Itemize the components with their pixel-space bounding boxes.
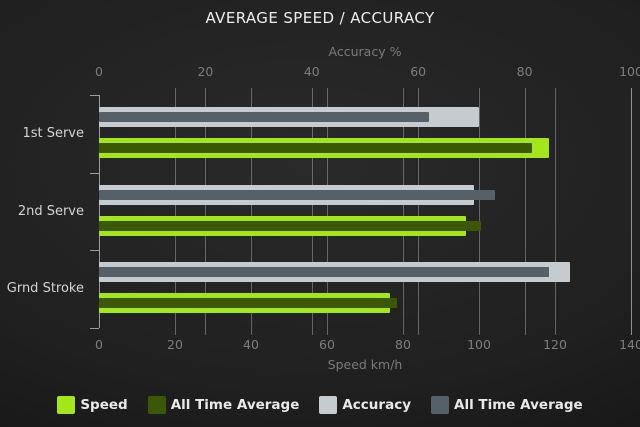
bar-accuracy-average-grnd-stroke bbox=[99, 267, 549, 278]
legend-swatch-speed-average bbox=[147, 396, 166, 414]
category-label-1st-serve: 1st Serve bbox=[22, 126, 84, 141]
bar-speed-average-1st-serve bbox=[99, 143, 533, 153]
gridline-bottom-60 bbox=[327, 88, 328, 335]
legend-swatch-accuracy-average bbox=[431, 396, 449, 414]
chart-title: AVERAGE SPEED / ACCURACY bbox=[205, 9, 435, 27]
legend-label: Accuracy bbox=[342, 397, 411, 413]
legend-item-speed-average: All Time Average bbox=[147, 396, 300, 414]
bar-accuracy-average-2nd-serve bbox=[99, 189, 496, 200]
bottom-tick-label-100: 100 bbox=[467, 337, 491, 352]
y-axis-line bbox=[99, 95, 100, 328]
plot-area bbox=[0, 88, 640, 335]
legend-label: All Time Average bbox=[170, 397, 300, 413]
gridline-bottom-140 bbox=[631, 88, 632, 335]
top-tick-label-60: 60 bbox=[410, 64, 427, 79]
bottom-tick-label-80: 80 bbox=[395, 337, 411, 352]
gridline-bottom-120 bbox=[555, 88, 556, 335]
gridline-bottom-20 bbox=[175, 88, 176, 335]
bottom-tick-label-60: 60 bbox=[319, 337, 335, 352]
bar-accuracy-average-1st-serve bbox=[99, 112, 429, 122]
gridline-top-20 bbox=[205, 88, 207, 335]
top-tick-label-40: 40 bbox=[303, 64, 320, 79]
bottom-tick-label-20: 20 bbox=[167, 337, 183, 352]
bottom-tick-label-140: 140 bbox=[619, 337, 640, 352]
gridline-top-60 bbox=[418, 88, 420, 335]
bottom-axis-title: Speed km/h bbox=[327, 357, 403, 372]
legend-swatch-speed bbox=[57, 396, 76, 414]
category-label-grnd-stroke: Grnd Stroke bbox=[6, 281, 84, 297]
top-tick-label-0: 0 bbox=[95, 64, 103, 79]
legend-label: All Time Average bbox=[454, 397, 583, 413]
axis-tick bbox=[90, 250, 99, 252]
top-axis-title: Accuracy % bbox=[328, 44, 402, 59]
top-tick-label-80: 80 bbox=[516, 64, 533, 79]
axis-tick bbox=[90, 328, 99, 329]
bar-speed-average-2nd-serve bbox=[99, 220, 481, 231]
gridline-bottom-100 bbox=[479, 88, 480, 335]
gridline-bottom-80 bbox=[403, 88, 404, 335]
gridline-top-40 bbox=[311, 88, 313, 335]
top-tick-label-20: 20 bbox=[197, 64, 214, 79]
legend-swatch-accuracy bbox=[319, 396, 338, 414]
legend-item-accuracy-average: All Time Average bbox=[431, 396, 583, 414]
legend: Speed All Time Average Accuracy All Time Av… bbox=[0, 396, 640, 414]
bar-speed-average-grnd-stroke bbox=[99, 298, 398, 309]
legend-item-accuracy: Accuracy bbox=[319, 396, 411, 414]
legend-label: Speed bbox=[80, 397, 128, 413]
gridline-top-80 bbox=[524, 88, 526, 335]
gridline-top-100 bbox=[631, 88, 632, 335]
category-label-2nd-serve: 2nd Serve bbox=[17, 203, 84, 219]
top-tick-label-100: 100 bbox=[619, 64, 640, 79]
axis-tick bbox=[90, 172, 99, 174]
legend-item-speed: Speed bbox=[57, 396, 128, 414]
axis-tick bbox=[90, 95, 99, 96]
bottom-tick-label-40: 40 bbox=[243, 337, 259, 352]
bottom-tick-label-0: 0 bbox=[95, 337, 103, 352]
gridline-bottom-40 bbox=[251, 88, 252, 335]
bottom-tick-label-120: 120 bbox=[543, 337, 567, 352]
